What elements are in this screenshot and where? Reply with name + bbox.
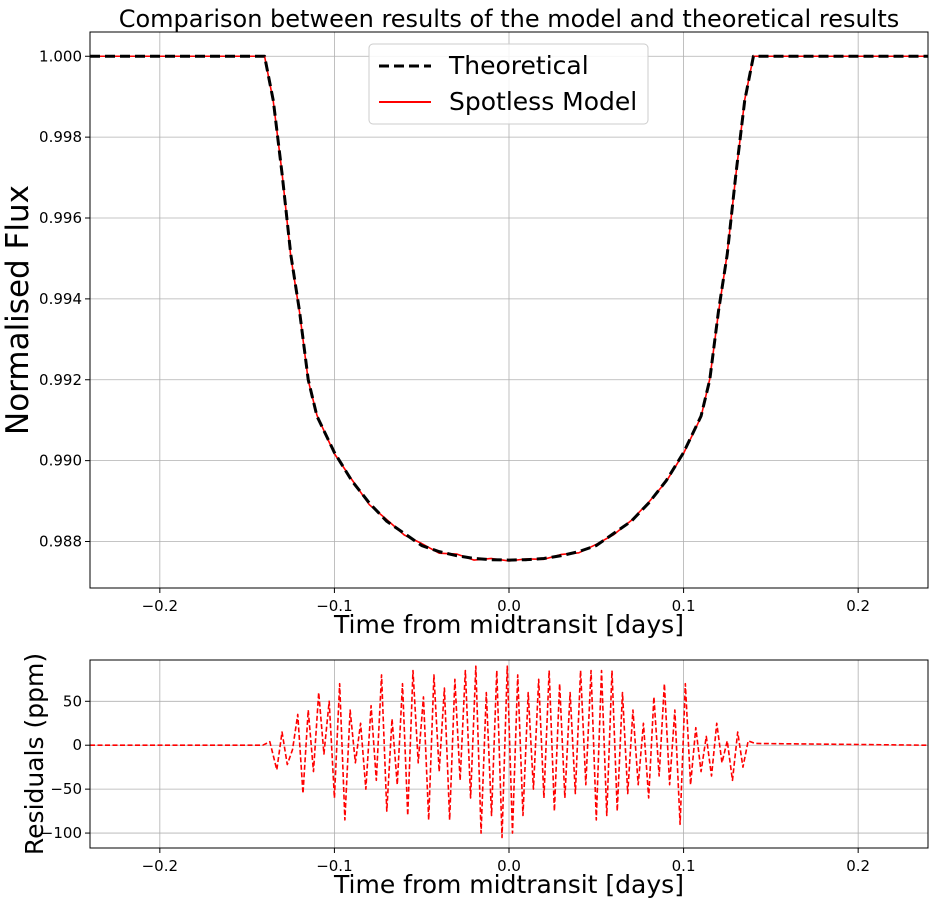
x-tick-label: 0.0 <box>497 597 521 615</box>
legend-theoretical-label: Theoretical <box>448 51 589 80</box>
x-tick-label: −0.2 <box>142 857 178 875</box>
residuals-series-line <box>90 665 929 839</box>
flux-x-ticks: −0.2 −0.1 0.0 0.1 0.2 <box>142 588 870 615</box>
y-tick-label: 0.996 <box>39 209 82 227</box>
legend-box <box>368 43 649 125</box>
x-tick-label: −0.1 <box>316 857 352 875</box>
residuals-x-axis-label: Time from midtransit [days] <box>333 870 684 899</box>
y-tick-label: 0.994 <box>39 290 82 308</box>
x-tick-label: 0.1 <box>672 597 696 615</box>
residuals-y-axis-label: Residuals (ppm) <box>20 653 49 855</box>
residuals-x-ticks: −0.2 −0.1 0.0 0.1 0.2 <box>142 848 870 875</box>
theoretical-series-line <box>90 54 928 562</box>
y-tick-label: −100 <box>41 824 82 842</box>
residuals-panel: −0.2 −0.1 0.0 0.1 0.2 −100 −50 0 50 Time from m… <box>20 653 929 899</box>
y-tick-label: 0 <box>72 736 82 754</box>
x-tick-label: −0.2 <box>142 597 178 615</box>
y-tick-label: 0.990 <box>39 452 82 470</box>
y-tick-label: 50 <box>63 692 82 710</box>
legend-spotless-label: Spotless Model <box>449 87 637 116</box>
y-tick-label: 0.988 <box>39 532 82 550</box>
residuals-gridlines <box>90 660 928 848</box>
residuals-series <box>90 665 929 839</box>
legend: Theoretical Spotless Model <box>368 43 649 125</box>
x-tick-label: 0.1 <box>672 857 696 875</box>
flux-gridlines <box>90 32 928 588</box>
y-tick-label: 1.000 <box>39 47 82 65</box>
flux-y-axis-label: Normalised Flux <box>0 185 36 435</box>
residuals-y-ticks: −100 −50 0 50 <box>41 692 90 842</box>
y-tick-label: −50 <box>50 780 82 798</box>
flux-panel: Comparison between results of the model … <box>0 5 929 639</box>
x-tick-label: 0.0 <box>497 857 521 875</box>
x-tick-label: 0.2 <box>846 597 870 615</box>
flux-x-axis-label: Time from midtransit [days] <box>333 610 684 639</box>
x-tick-label: 0.2 <box>846 857 870 875</box>
flux-y-ticks: 0.988 0.990 0.992 0.994 0.996 0.998 1.000 <box>39 47 90 550</box>
flux-series <box>90 54 928 562</box>
x-tick-label: −0.1 <box>316 597 352 615</box>
chart-title: Comparison between results of the model … <box>119 5 900 33</box>
y-tick-label: 0.992 <box>39 371 82 389</box>
y-tick-label: 0.998 <box>39 128 82 146</box>
